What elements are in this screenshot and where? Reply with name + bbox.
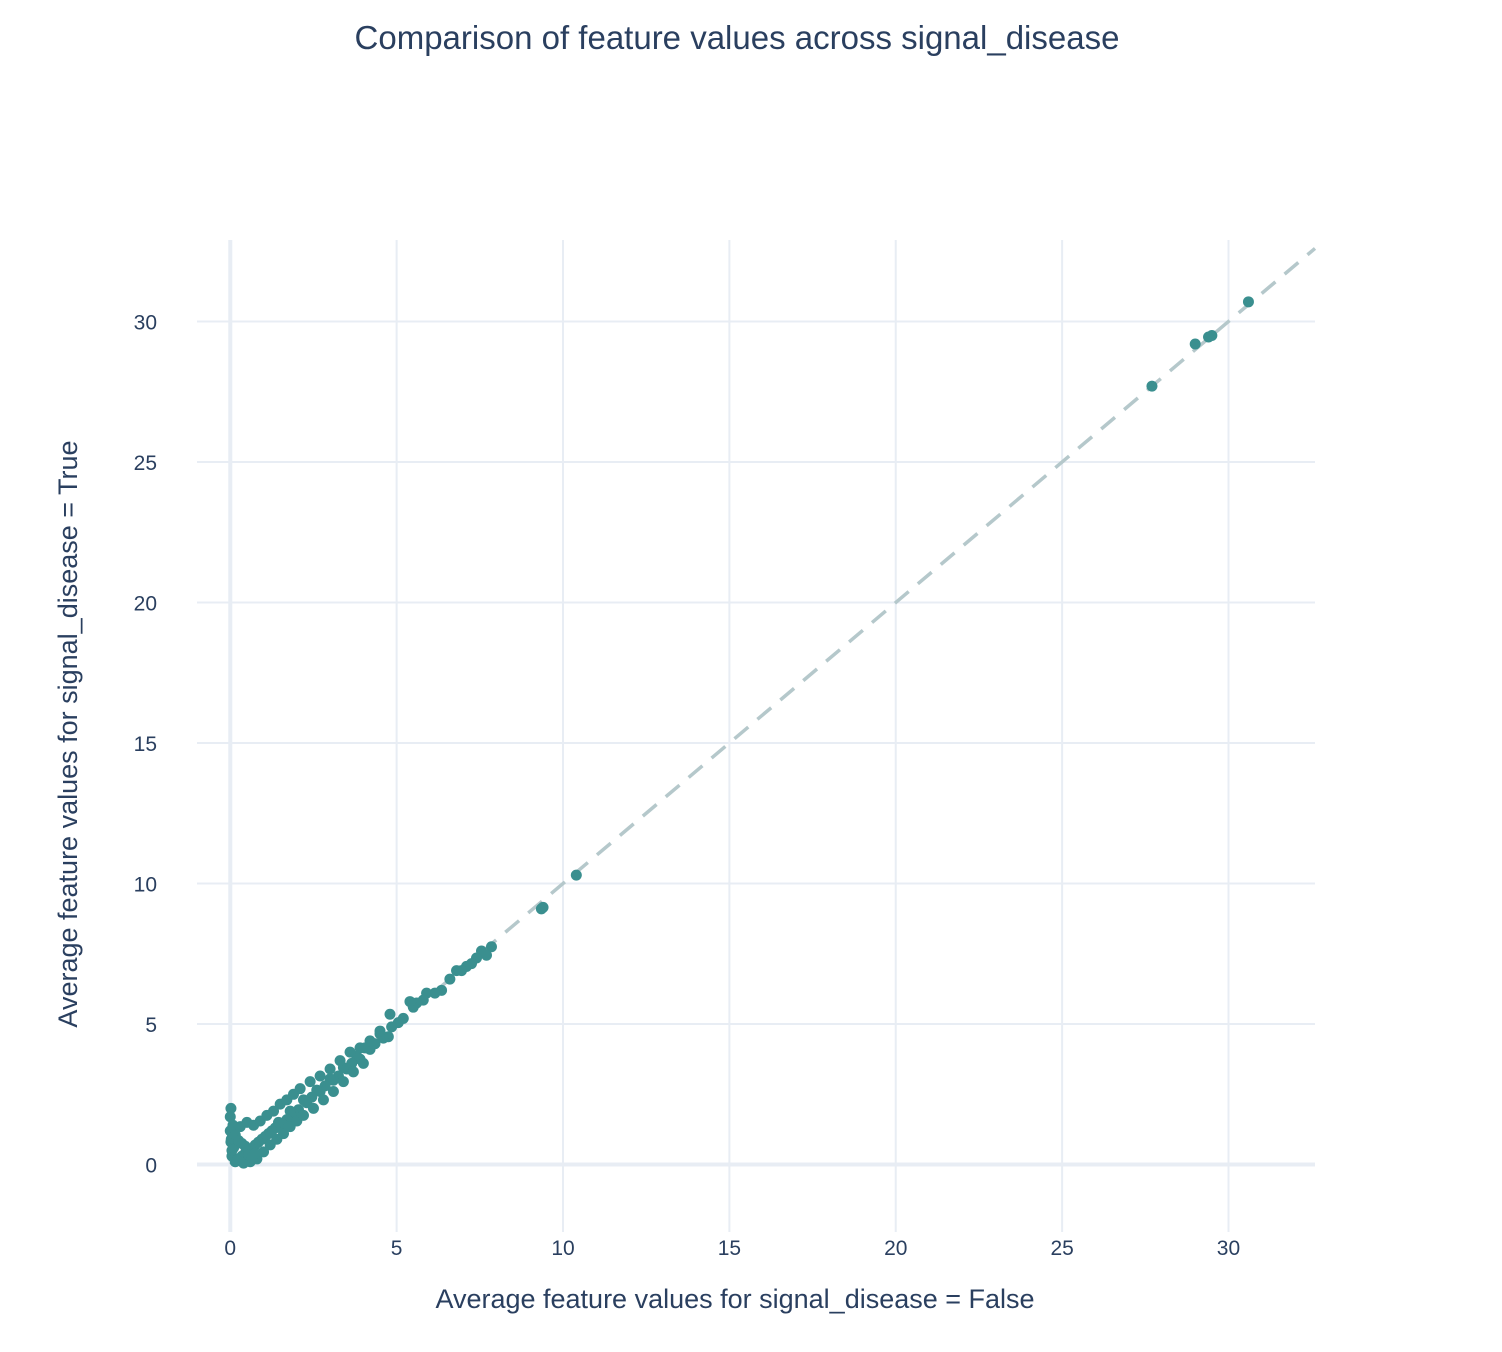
x-tick-label: 25: [1050, 1237, 1073, 1260]
x-tick-label: 30: [1217, 1237, 1240, 1260]
data-point: [384, 1008, 396, 1020]
y-tick-label: 5: [145, 1014, 157, 1037]
data-point: [386, 1021, 398, 1033]
y-tick-label: 15: [134, 733, 157, 756]
y-axis-label: Average feature values for signal_diseas…: [53, 440, 83, 1027]
y-tick-label: 0: [145, 1155, 157, 1178]
data-point: [570, 869, 582, 881]
data-point: [344, 1046, 356, 1058]
data-point: [1203, 331, 1215, 343]
data-point: [535, 903, 547, 915]
reference-line: [229, 247, 1317, 1166]
data-point: [485, 941, 497, 953]
data-point: [364, 1035, 376, 1047]
y-axis-ticks: 0 5 10 15 20 25 30: [134, 311, 157, 1177]
data-point: [451, 965, 463, 977]
x-tick-label: 15: [718, 1237, 741, 1260]
data-point: [314, 1070, 326, 1082]
data-point: [429, 987, 441, 999]
x-tick-label: 0: [224, 1237, 236, 1260]
data-point: [268, 1105, 280, 1117]
data-point: [297, 1109, 309, 1121]
data-point: [249, 1147, 261, 1159]
data-point: [278, 1128, 290, 1140]
data-point: [297, 1094, 309, 1106]
y-tick-label: 20: [134, 593, 157, 616]
data-point: [374, 1025, 386, 1037]
data-point: [307, 1102, 319, 1114]
x-tick-label: 5: [391, 1237, 403, 1260]
grid: [197, 240, 1315, 1232]
x-axis-ticks: 0 5 10 15 20 25 30: [224, 1237, 1240, 1260]
x-axis-label: Average feature values for signal_diseas…: [435, 1284, 1034, 1314]
data-point: [225, 1102, 237, 1114]
data-point: [294, 1083, 306, 1095]
points-layer: [224, 296, 1254, 1169]
data-point: [1242, 296, 1254, 308]
data-point: [347, 1066, 359, 1078]
data-point: [284, 1105, 296, 1117]
data-point: [224, 1111, 236, 1123]
data-point: [404, 996, 416, 1008]
chart-title: Comparison of feature values across sign…: [355, 19, 1120, 56]
reference-line-layer: [229, 247, 1317, 1166]
data-point: [324, 1063, 336, 1075]
data-point: [304, 1076, 316, 1088]
data-point: [1146, 380, 1158, 392]
data-point: [317, 1094, 329, 1106]
data-point: [354, 1042, 366, 1054]
data-point: [239, 1140, 251, 1152]
data-point: [444, 973, 456, 985]
data-point: [1189, 338, 1201, 350]
data-point: [334, 1055, 346, 1067]
data-point: [357, 1057, 369, 1069]
x-tick-label: 20: [884, 1237, 907, 1260]
y-tick-label: 30: [134, 311, 157, 334]
data-point: [258, 1146, 270, 1158]
y-tick-label: 10: [134, 874, 157, 897]
data-point: [337, 1076, 349, 1088]
x-tick-label: 10: [551, 1237, 574, 1260]
y-tick-label: 25: [134, 452, 157, 475]
data-point: [327, 1085, 339, 1097]
